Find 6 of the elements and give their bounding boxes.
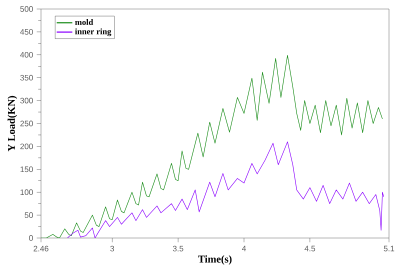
legend-label: inner ring [75, 28, 112, 36]
y-axis-title: Y Load(KN) [8, 96, 18, 152]
x-axis-title: Time(s) [198, 255, 232, 265]
legend-label: mold [75, 19, 94, 26]
line-series [41, 54, 383, 238]
line-series [67, 142, 384, 238]
